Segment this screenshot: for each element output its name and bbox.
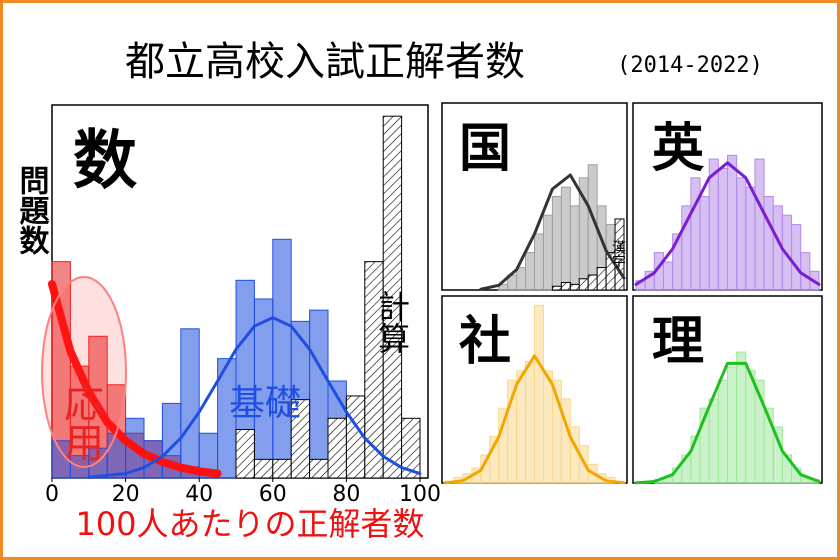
bar: [542, 214, 553, 291]
bar: [516, 267, 527, 291]
bar: [309, 309, 329, 479]
bar: [614, 218, 625, 291]
bar: [551, 196, 562, 291]
bar: [596, 267, 607, 291]
fit-curve: [443, 354, 626, 485]
bar: [516, 370, 527, 484]
panel-label: 英: [652, 119, 705, 179]
bar: [587, 274, 598, 291]
fit-curve: [87, 316, 422, 479]
fit-curve: [634, 361, 821, 485]
bar: [736, 351, 747, 484]
bar: [542, 370, 553, 484]
bar: [763, 196, 774, 291]
bar: [180, 328, 200, 479]
bar: [754, 158, 765, 291]
series-label: 漢字: [610, 240, 626, 268]
bar: [534, 304, 544, 484]
bar: [525, 360, 535, 484]
bar: [272, 458, 292, 479]
x-axis-label: 100人あたりの正解者数: [75, 505, 424, 543]
series-label: 応用: [57, 382, 103, 462]
bar: [717, 167, 728, 291]
bar: [525, 252, 535, 291]
bar: [345, 395, 366, 479]
x-tick-label: 20: [112, 482, 140, 507]
bar: [569, 205, 580, 291]
panel-label: 社: [459, 312, 511, 372]
x-tick-label: 80: [332, 482, 360, 507]
panel-label: 理: [652, 312, 704, 372]
bar: [662, 261, 674, 291]
series-label: 計算: [373, 290, 411, 354]
fit-curve: [479, 173, 626, 291]
bar: [382, 115, 403, 479]
bar: [690, 177, 701, 291]
series-label: 基礎: [229, 383, 301, 424]
x-tick-label: 40: [185, 482, 213, 507]
bar: [569, 426, 580, 484]
fit-curve: [634, 161, 821, 286]
bar: [727, 154, 738, 291]
bar: [560, 186, 571, 291]
bar: [235, 429, 255, 479]
x-tick-label: 100: [399, 482, 441, 507]
bar: [253, 458, 274, 479]
bar: [309, 458, 329, 479]
bar: [791, 224, 802, 291]
bar: [736, 177, 747, 291]
bar: [551, 285, 562, 291]
y-axis-label: 問題数: [14, 165, 50, 256]
bar: [800, 252, 811, 291]
bar: [560, 282, 571, 291]
bar: [745, 370, 756, 484]
bar: [272, 238, 292, 479]
bar: [717, 379, 728, 484]
bar: [708, 398, 719, 484]
bar: [401, 417, 421, 479]
bar: [534, 233, 544, 291]
bar: [290, 399, 311, 479]
panel-label: 数: [73, 125, 137, 199]
bar: [578, 278, 589, 291]
highlight: [41, 276, 127, 468]
fit-curve: [48, 280, 222, 478]
panel-label: 国: [459, 119, 511, 179]
bar: [745, 186, 756, 291]
bar: [708, 158, 719, 291]
subtitle: (2014-2022): [617, 53, 763, 78]
x-tick-label: 0: [45, 482, 59, 507]
bar: [727, 366, 738, 484]
x-tick-label: 60: [259, 482, 287, 507]
title: 都立高校入試正解者数: [125, 39, 525, 85]
bar: [569, 283, 580, 291]
bar: [699, 196, 710, 291]
bar: [327, 417, 347, 479]
